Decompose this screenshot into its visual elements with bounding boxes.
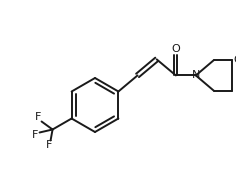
Text: F: F [34,113,41,123]
Text: N: N [192,70,200,80]
Text: F: F [31,129,38,139]
Text: O: O [172,44,180,54]
Text: O: O [233,55,236,65]
Text: F: F [45,140,52,151]
